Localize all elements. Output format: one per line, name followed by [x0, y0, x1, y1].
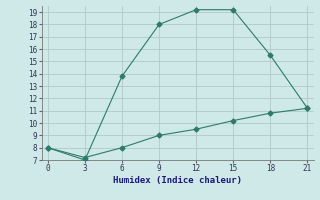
X-axis label: Humidex (Indice chaleur): Humidex (Indice chaleur)	[113, 176, 242, 185]
